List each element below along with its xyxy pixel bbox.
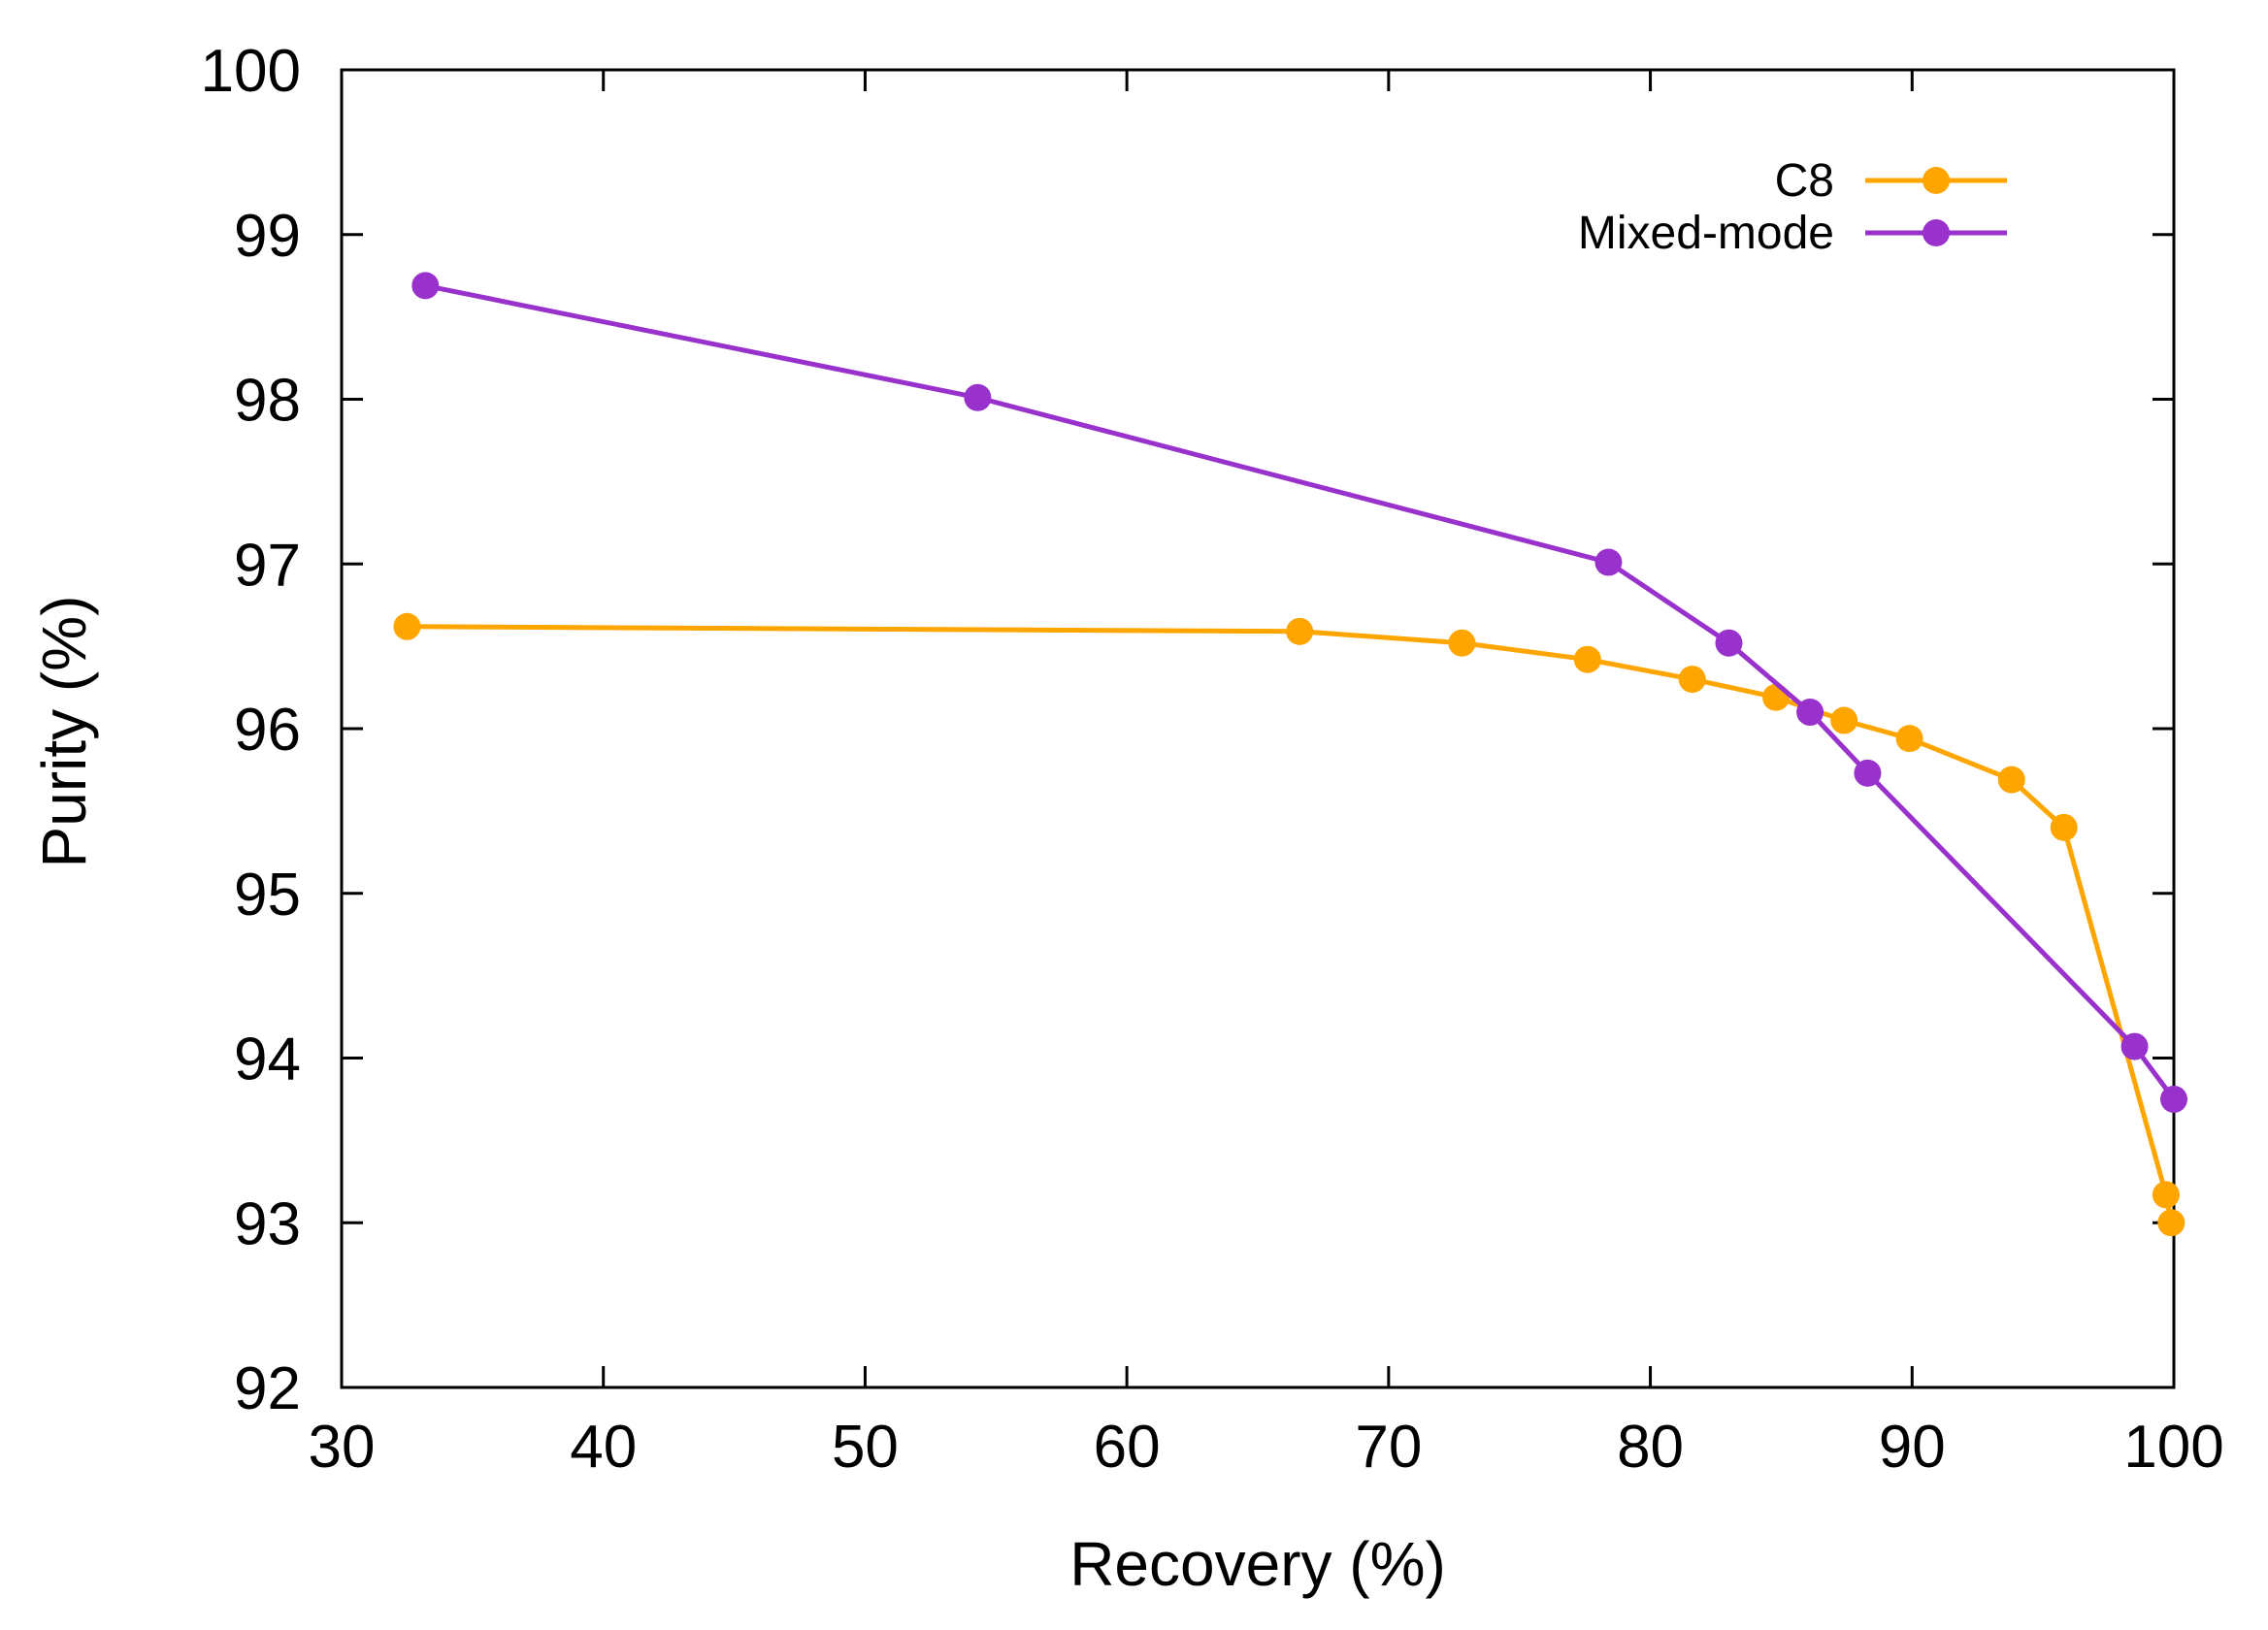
x-tick-label: 30 — [309, 1414, 376, 1481]
data-point — [2160, 1085, 2187, 1113]
x-tick-label: 80 — [1617, 1414, 1684, 1481]
y-tick-label: 98 — [234, 368, 301, 435]
data-point — [1573, 645, 1601, 673]
data-point — [964, 383, 992, 411]
x-tick-label: 100 — [2123, 1414, 2223, 1481]
data-point — [393, 612, 421, 640]
legend-label: C8 — [1775, 155, 1834, 207]
data-point — [1997, 766, 2025, 794]
y-tick-label: 97 — [234, 532, 301, 599]
y-tick-label: 95 — [234, 862, 301, 929]
y-tick-label: 93 — [234, 1190, 301, 1257]
legend-entry: C8 — [1775, 155, 2007, 207]
data-point — [1594, 548, 1623, 576]
legend-entry: Mixed-mode — [1578, 208, 2007, 259]
x-tick-label: 60 — [1094, 1414, 1161, 1481]
data-point — [1448, 629, 1476, 657]
data-point — [2152, 1181, 2180, 1209]
data-point — [411, 272, 440, 300]
y-tick-label: 100 — [201, 38, 301, 105]
legend-marker — [1923, 167, 1950, 194]
series-line — [407, 624, 2174, 1223]
data-point — [2050, 813, 2078, 841]
y-tick-label: 94 — [234, 1027, 301, 1093]
series-mixed-mode — [411, 272, 2187, 1113]
x-tick-label: 90 — [1879, 1414, 1946, 1481]
legend-marker — [1923, 219, 1950, 246]
series-line — [424, 282, 2177, 1101]
x-tick-label: 70 — [1355, 1414, 1422, 1481]
data-point — [1762, 683, 1791, 711]
y-tick-label: 96 — [234, 697, 301, 764]
y-axis-label: Purity (%) — [29, 596, 99, 868]
data-point — [1830, 706, 1858, 734]
data-point — [2120, 1032, 2149, 1060]
plot-frame — [340, 68, 2176, 1389]
x-tick-label: 40 — [570, 1414, 637, 1481]
data-point — [1715, 629, 1743, 657]
x-tick-label: 50 — [832, 1414, 899, 1481]
y-tick-label: 92 — [234, 1355, 301, 1422]
data-point — [1854, 759, 1882, 787]
data-point — [1895, 725, 1923, 753]
data-point — [2157, 1209, 2186, 1237]
legend-label: Mixed-mode — [1578, 208, 1834, 259]
x-axis-label: Recovery (%) — [1069, 1529, 1446, 1599]
data-point — [1678, 666, 1706, 694]
data-point — [1286, 617, 1314, 645]
data-point — [1796, 699, 1824, 727]
series-c8 — [393, 612, 2186, 1237]
y-tick-label: 99 — [234, 203, 301, 270]
